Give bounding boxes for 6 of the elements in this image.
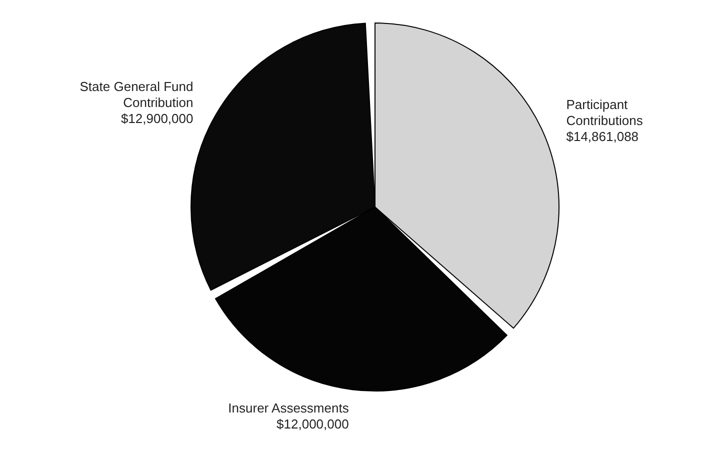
data-label: $14,861,088 bbox=[566, 129, 639, 144]
slice-label: Participant Contributions bbox=[566, 97, 644, 128]
data-label: $12,000,000 bbox=[276, 416, 349, 432]
slice-label: Insurer Assessments bbox=[228, 400, 350, 416]
data-label: $12,900,000 bbox=[120, 110, 194, 126]
slice-label: State General Fund Contribution bbox=[80, 78, 194, 110]
